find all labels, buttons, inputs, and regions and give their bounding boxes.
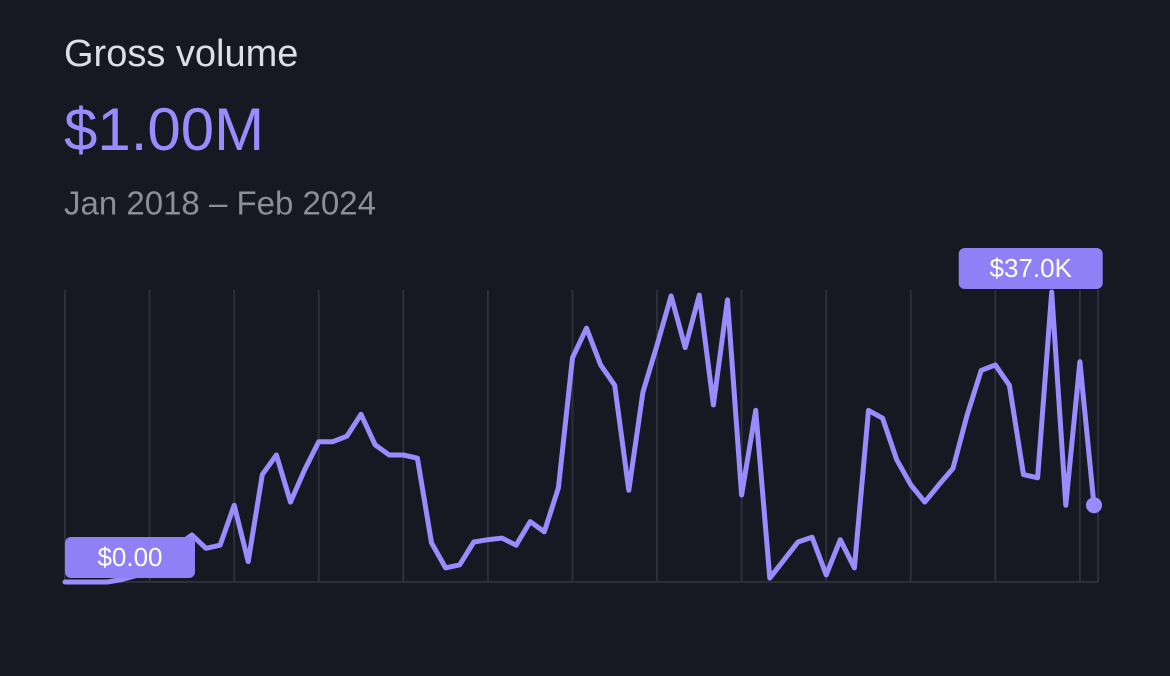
period: Jan 2018 – Feb 2024 [64,185,376,222]
value-badge-label: $37.0K [990,253,1073,283]
value-badge [65,537,195,578]
plot: $0.00 $37.0K [62,248,1103,585]
line [62,289,1097,585]
total-value: $1.00M [64,96,264,163]
chart-title: Gross volume [64,33,298,75]
end-point [1086,497,1102,514]
value-badge [958,248,1103,289]
value-badge-label: $0.00 [97,542,162,572]
